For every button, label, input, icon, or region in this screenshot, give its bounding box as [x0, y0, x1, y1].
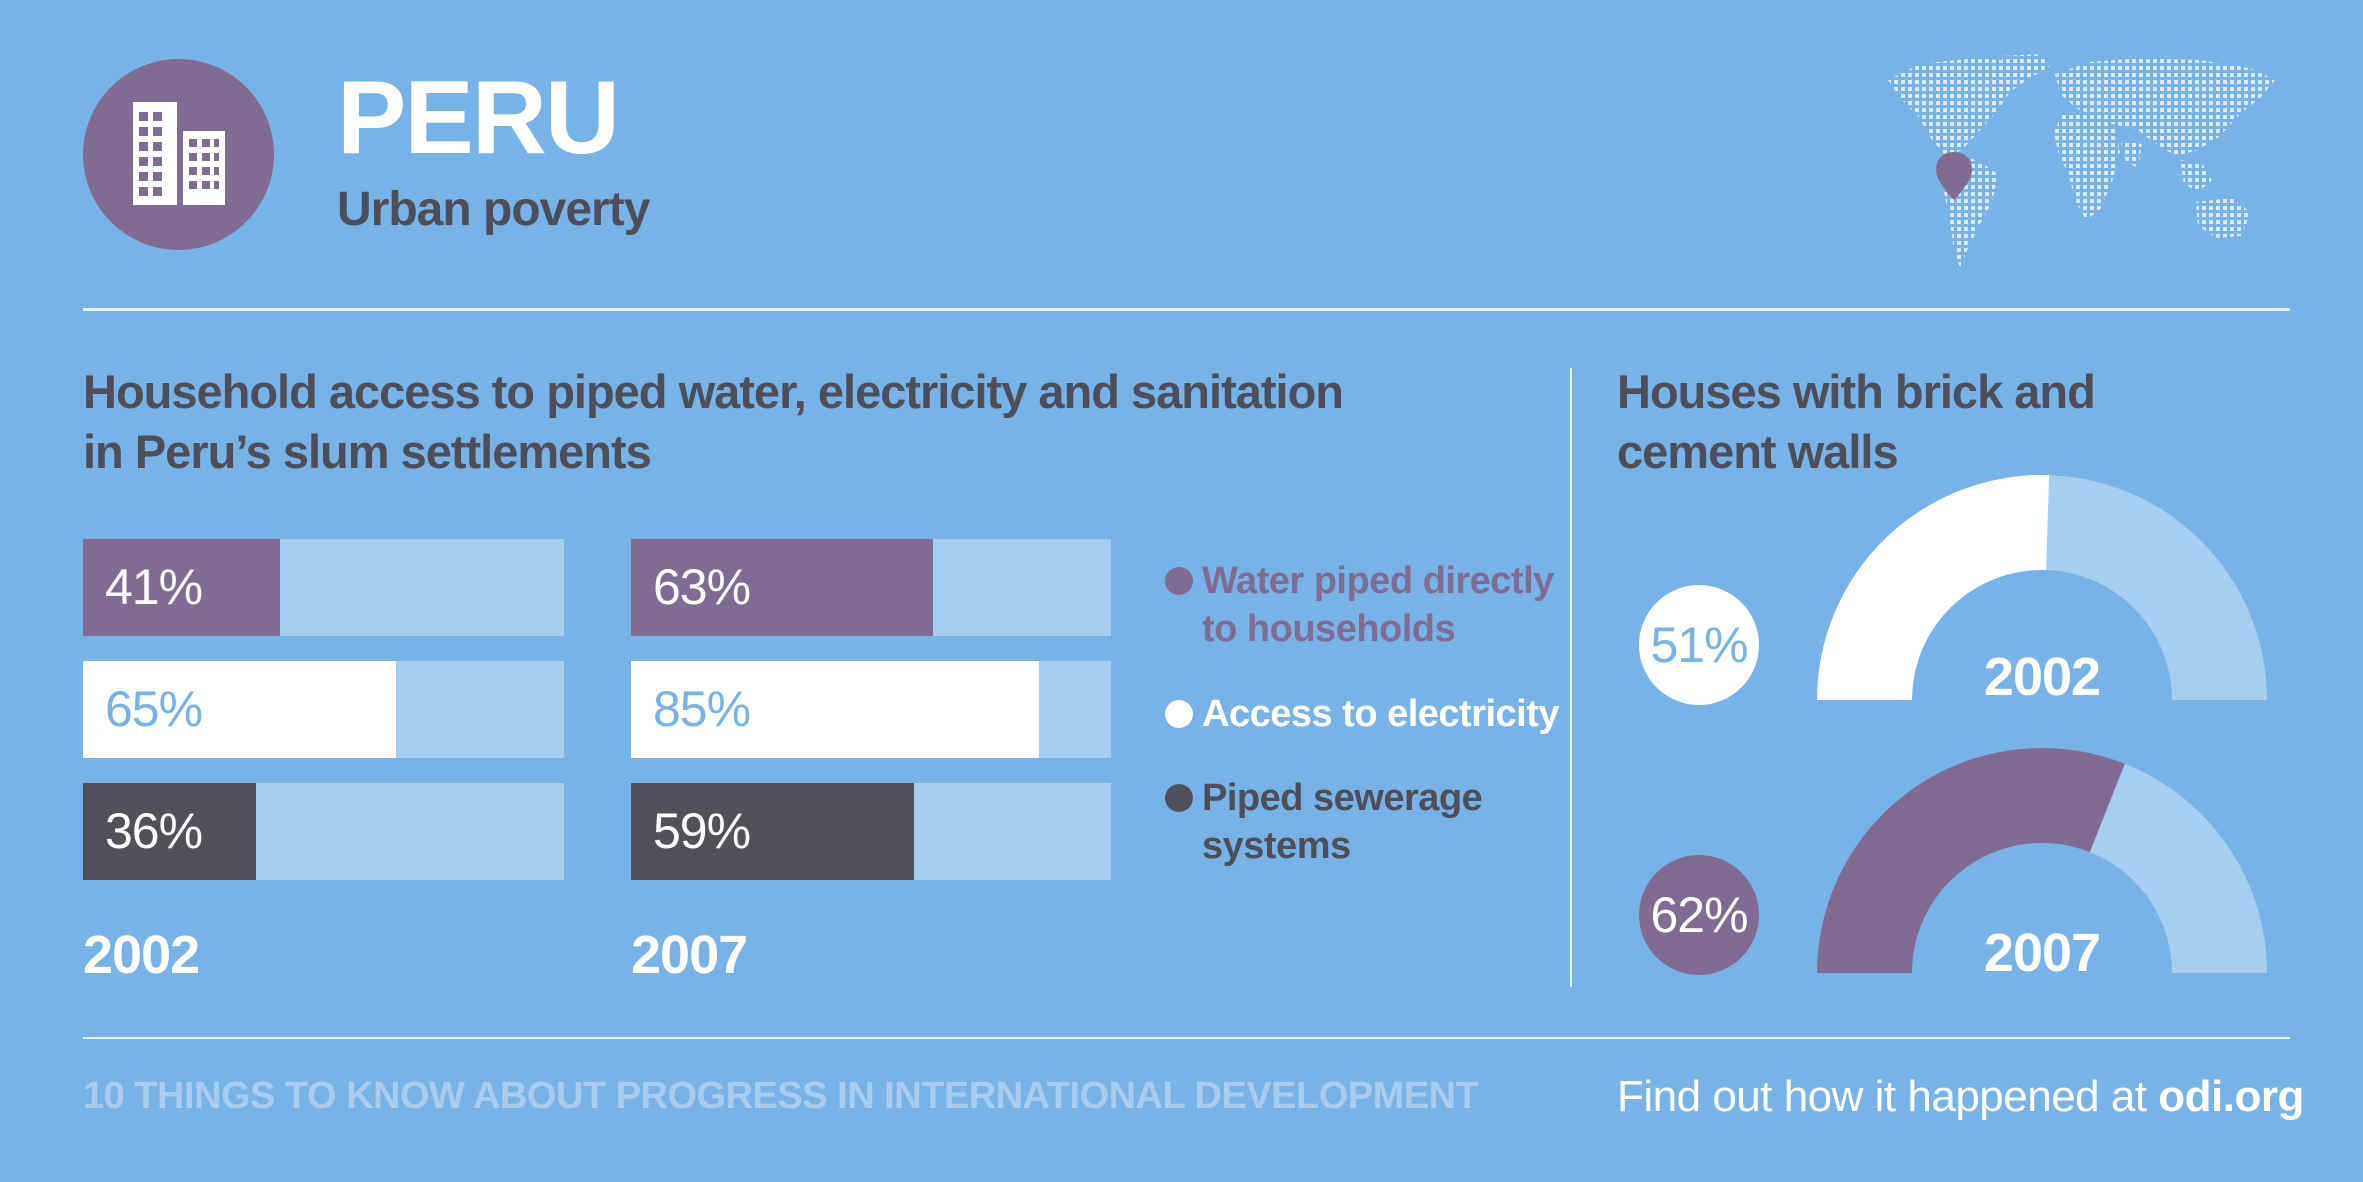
bar-label-electricity-2007: 85%	[653, 681, 751, 737]
gauge-fill-2007	[1817, 748, 2125, 973]
bar-track-sewer-2002: 36%	[83, 783, 564, 880]
map-pin-icon	[1936, 152, 1972, 200]
bar-electricity-2007	[631, 661, 1039, 758]
top-divider	[83, 308, 2290, 311]
bar-track-sewer-2007: 59%	[631, 783, 1111, 880]
bar-group-2002: 41% 65% 36%	[83, 539, 564, 880]
legend-label-water: Water piped directly to households	[1202, 557, 1554, 653]
gauge-value-circle-2007: 62%	[1639, 855, 1759, 975]
legend-label-sewer-line2: systems	[1202, 825, 1351, 867]
section-divider	[1570, 368, 1572, 987]
bar-group-2007: 63% 85% 59%	[631, 539, 1111, 880]
bar-sewer-2002	[83, 783, 257, 880]
gauge-chart-title-line2: cement walls	[1617, 425, 1899, 478]
bar-water-2002	[83, 539, 281, 636]
bar-track-water-2002: 41%	[83, 539, 564, 636]
gauge-2007	[1817, 748, 2267, 973]
gauge-chart-title-line1: Houses with brick and	[1617, 365, 2096, 418]
legend-label-electricity: Access to electricity	[1202, 693, 1560, 735]
legend-dot-sewer	[1165, 784, 1193, 812]
gauge-chart-title: Houses with brick and cement walls	[1617, 362, 2317, 482]
gauge-value-circle-2002: 51%	[1639, 585, 1759, 705]
bar-sewer-2007	[631, 783, 915, 880]
bar-electricity-2002	[83, 661, 396, 758]
bar-year-label-2002: 2002	[83, 925, 200, 985]
bar-label-water-2002: 41%	[105, 559, 203, 615]
gauge-2002	[1817, 475, 2267, 700]
footer-cta: Find out how it happened at odi.org	[1617, 1072, 2304, 1122]
buildings-icon	[133, 102, 225, 205]
legend-label-water-line1: Water piped directly	[1202, 560, 1554, 602]
footer-series-title: 10 THINGS TO KNOW ABOUT PROGRESS IN INTE…	[83, 1075, 1479, 1117]
bar-chart-title-line2: in Peru’s slum settlements	[83, 425, 652, 478]
bar-track-electricity-2002: 65%	[83, 661, 564, 758]
footer-cta-text: Find out how it happened at	[1617, 1072, 2147, 1121]
bar-track-water-2007: 63%	[631, 539, 1111, 636]
world-map-icon	[1888, 54, 2275, 268]
page-subtitle: Urban poverty	[337, 183, 650, 236]
bar-label-sewer-2002: 36%	[105, 803, 203, 859]
gauge-fill-2002	[1817, 475, 2050, 700]
gauge-value-label-2002: 51%	[1650, 617, 1748, 673]
buildings-icon-circle	[83, 59, 274, 250]
gauge-year-label-2002: 2002	[1983, 647, 2101, 707]
bar-label-sewer-2007: 59%	[653, 803, 751, 859]
legend-label-water-line2: to households	[1202, 608, 1456, 650]
bar-label-electricity-2002: 65%	[105, 681, 203, 737]
bar-year-label-2007: 2007	[631, 925, 748, 985]
footer-link[interactable]: odi.org	[2158, 1072, 2304, 1121]
legend-label-sewer-line1: Piped sewerage	[1202, 777, 1483, 819]
gauge-year-label-2007: 2007	[1983, 923, 2101, 983]
gauge-value-label-2007: 62%	[1650, 887, 1748, 943]
legend-label-sewer: Piped sewerage systems	[1202, 774, 1483, 870]
page-title: PERU	[337, 60, 620, 176]
bar-water-2007	[631, 539, 934, 636]
legend-dot-electricity	[1165, 700, 1193, 728]
bottom-divider	[83, 1037, 2290, 1039]
bar-chart-title-line1: Household access to piped water, electri…	[83, 365, 1344, 418]
bar-chart-title: Household access to piped water, electri…	[83, 362, 1483, 482]
bar-track-electricity-2007: 85%	[631, 661, 1111, 758]
bar-label-water-2007: 63%	[653, 559, 751, 615]
legend-dot-water	[1165, 567, 1193, 595]
